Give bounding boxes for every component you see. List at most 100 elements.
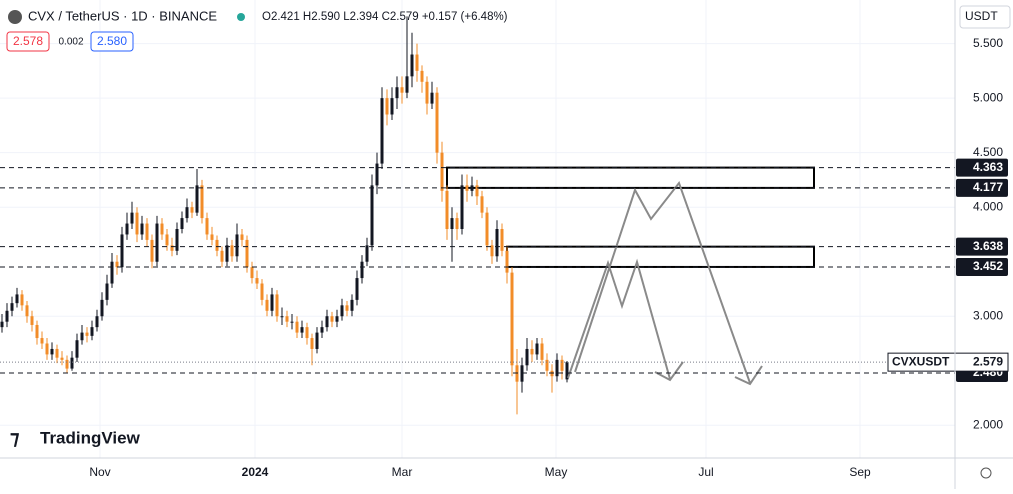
candle-body xyxy=(510,272,514,366)
candle-body xyxy=(290,321,294,323)
x-tick-label: Mar xyxy=(392,465,413,479)
level-label: 4.363 xyxy=(973,160,1003,174)
candle-body xyxy=(140,223,144,235)
candle-body xyxy=(0,321,4,328)
candle-body xyxy=(15,294,19,304)
grid xyxy=(0,0,955,458)
x-tick-label: May xyxy=(545,465,568,479)
candle-body xyxy=(120,234,124,268)
candle-body xyxy=(325,316,329,328)
candle-body xyxy=(555,359,559,377)
candle-body xyxy=(435,92,439,153)
sell-button[interactable] xyxy=(6,31,50,52)
level-label: 4.177 xyxy=(973,180,1003,194)
candle-body xyxy=(5,310,9,322)
x-tick-label: 2024 xyxy=(242,465,269,479)
candle-body xyxy=(560,359,564,371)
candle-body xyxy=(300,327,304,333)
candle-body xyxy=(100,299,104,317)
chart-title: CVX / TetherUS · 1D · BINANCE xyxy=(28,8,217,23)
sell-price[interactable]: 2.578 xyxy=(13,34,43,48)
candle-body xyxy=(170,245,174,251)
candle-body xyxy=(225,245,229,262)
symbol-label: CVXUSDT xyxy=(892,354,950,368)
spread: 0.002 xyxy=(58,37,83,48)
candle-body xyxy=(405,76,409,93)
candle-body xyxy=(255,278,259,284)
candle-body xyxy=(130,212,134,224)
candle-body xyxy=(125,223,129,235)
candle-body xyxy=(210,234,214,240)
candle-body xyxy=(430,92,434,104)
y-tick-label: 5.000 xyxy=(973,90,1003,104)
level-label-box xyxy=(956,257,1008,276)
candle-body xyxy=(565,362,569,380)
candle-body xyxy=(155,223,159,262)
candle-body xyxy=(80,332,84,341)
settings-icon[interactable] xyxy=(980,467,992,479)
candle-body xyxy=(45,343,49,355)
candle-body xyxy=(335,316,339,322)
level-label-box xyxy=(956,237,1008,256)
candle-body xyxy=(195,185,199,213)
candle-body xyxy=(415,54,419,71)
currency-select[interactable] xyxy=(959,5,1011,29)
candle-body xyxy=(350,299,354,311)
candle-body xyxy=(410,54,414,77)
candle-body xyxy=(265,299,269,311)
level-label: 3.638 xyxy=(973,239,1003,253)
candle-body xyxy=(75,340,79,358)
currency-label[interactable]: USDT xyxy=(965,9,998,23)
candle-body xyxy=(450,218,454,229)
candle-body xyxy=(500,229,504,251)
candle-body xyxy=(310,338,314,349)
candle-body xyxy=(355,278,359,300)
candle-body xyxy=(440,152,444,191)
candle-body xyxy=(535,343,539,355)
candle-body xyxy=(445,190,449,229)
candle-body xyxy=(280,316,284,318)
candle-body xyxy=(50,348,54,355)
projection-arrow xyxy=(654,361,684,382)
candle-body xyxy=(245,239,249,268)
last-price-label: 2.579 xyxy=(973,354,1003,368)
y-tick-label: 4.000 xyxy=(973,199,1003,213)
symbol-label-box xyxy=(887,352,1009,372)
candle-body xyxy=(250,267,254,279)
candle-body xyxy=(85,332,89,336)
candle-body xyxy=(475,185,479,197)
candle-body xyxy=(525,348,529,366)
candle-body xyxy=(485,212,489,246)
buy-price[interactable]: 2.580 xyxy=(97,34,127,48)
candle-body xyxy=(380,98,384,164)
candles xyxy=(0,16,569,415)
candle-body xyxy=(540,343,544,360)
candle-body xyxy=(305,327,309,339)
candle-body xyxy=(375,163,379,186)
candle-body xyxy=(200,185,204,219)
candle-body xyxy=(420,70,424,82)
candle-body xyxy=(520,365,524,382)
candle-body xyxy=(340,305,344,317)
projection-arrow xyxy=(734,365,763,386)
candle-body xyxy=(160,223,164,235)
candle-body xyxy=(185,207,189,219)
candle-body xyxy=(515,365,519,382)
status-dot xyxy=(237,13,245,21)
candle-body xyxy=(70,357,74,369)
candle-body xyxy=(480,196,484,213)
candle-body xyxy=(110,261,114,284)
level-label-box xyxy=(956,158,1008,177)
candle-body xyxy=(205,218,209,235)
candle-body xyxy=(150,239,154,262)
buy-button[interactable] xyxy=(90,31,134,52)
candle-body xyxy=(175,229,179,251)
candle-body xyxy=(95,316,99,328)
candle-body xyxy=(385,98,389,115)
y-tick-label: 2.000 xyxy=(973,417,1003,431)
candle-body xyxy=(395,87,399,99)
projection-path xyxy=(567,258,671,380)
